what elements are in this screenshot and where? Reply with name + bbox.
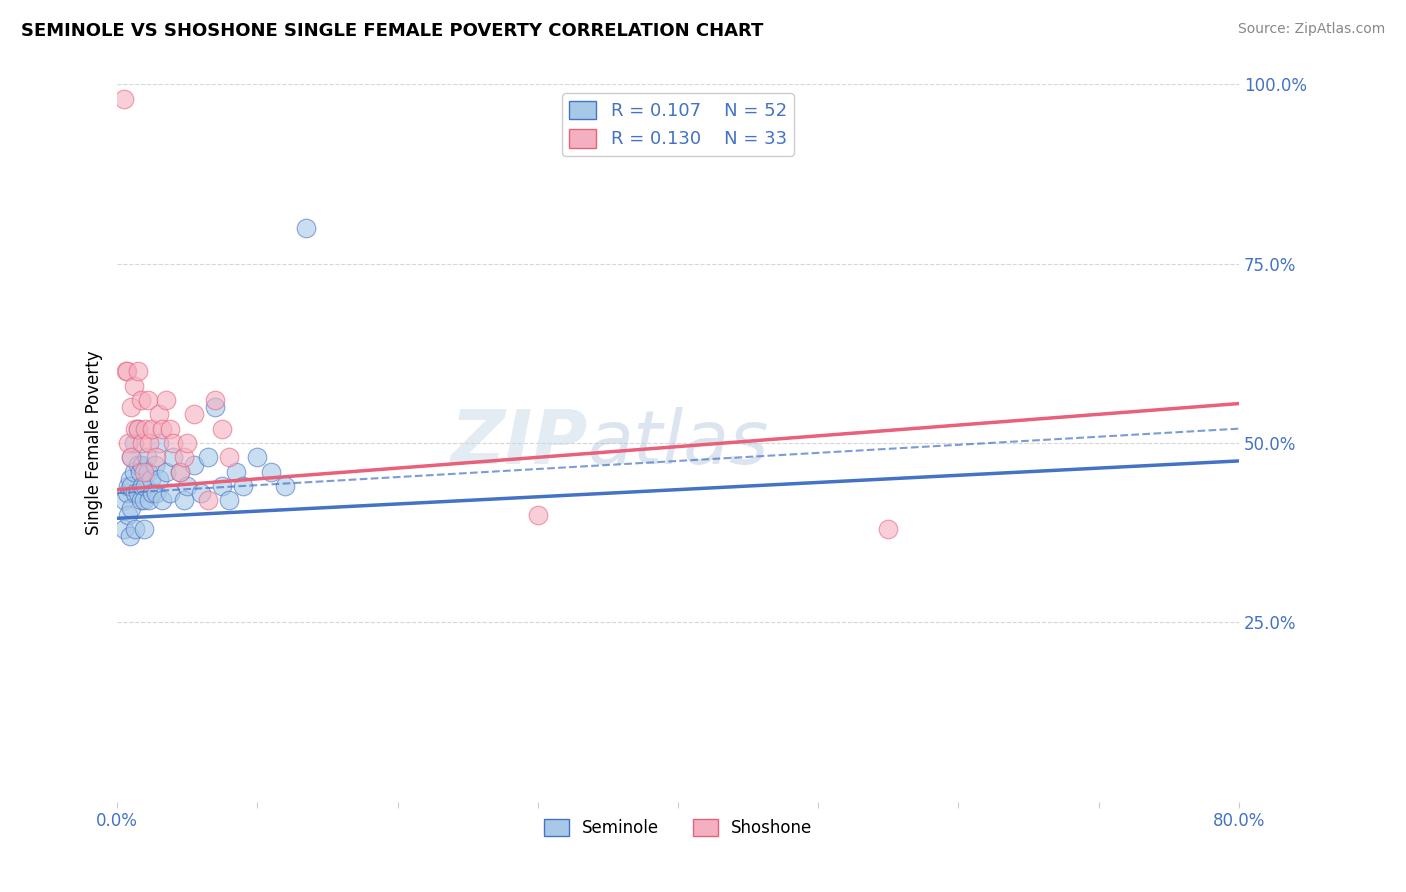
- Point: [134, 422, 156, 436]
- Point: [145, 450, 167, 465]
- Point: [173, 450, 195, 465]
- Point: [204, 400, 226, 414]
- Point: [260, 465, 283, 479]
- Point: [162, 436, 184, 450]
- Point: [150, 422, 173, 436]
- Point: [176, 479, 198, 493]
- Point: [143, 458, 166, 472]
- Point: [162, 450, 184, 465]
- Point: [127, 422, 149, 436]
- Text: Source: ZipAtlas.com: Source: ZipAtlas.com: [1237, 22, 1385, 37]
- Point: [117, 508, 139, 522]
- Point: [127, 458, 149, 472]
- Y-axis label: Single Female Poverty: Single Female Poverty: [86, 351, 103, 535]
- Point: [173, 493, 195, 508]
- Point: [211, 422, 233, 436]
- Text: atlas: atlas: [588, 407, 769, 479]
- Point: [246, 450, 269, 465]
- Point: [120, 500, 142, 515]
- Point: [127, 486, 149, 500]
- Legend: Seminole, Shoshone: Seminole, Shoshone: [537, 812, 818, 844]
- Point: [225, 465, 247, 479]
- Point: [169, 465, 191, 479]
- Point: [136, 392, 159, 407]
- Point: [211, 479, 233, 493]
- Text: ZIP: ZIP: [451, 407, 588, 480]
- Point: [526, 508, 548, 522]
- Point: [120, 450, 142, 465]
- Point: [176, 436, 198, 450]
- Point: [124, 522, 146, 536]
- Point: [145, 486, 167, 500]
- Point: [134, 479, 156, 493]
- Point: [120, 450, 142, 465]
- Point: [169, 465, 191, 479]
- Point: [112, 522, 135, 536]
- Point: [117, 436, 139, 450]
- Point: [274, 479, 297, 493]
- Point: [155, 465, 177, 479]
- Point: [132, 465, 155, 479]
- Point: [115, 486, 138, 500]
- Point: [183, 407, 205, 421]
- Point: [183, 458, 205, 472]
- Point: [136, 465, 159, 479]
- Point: [132, 522, 155, 536]
- Point: [114, 364, 136, 378]
- Point: [877, 522, 900, 536]
- Point: [129, 493, 152, 508]
- Point: [118, 472, 141, 486]
- Point: [131, 436, 153, 450]
- Text: SEMINOLE VS SHOSHONE SINGLE FEMALE POVERTY CORRELATION CHART: SEMINOLE VS SHOSHONE SINGLE FEMALE POVER…: [21, 22, 763, 40]
- Point: [128, 465, 150, 479]
- Point: [122, 436, 145, 450]
- Point: [122, 465, 145, 479]
- Point: [295, 220, 318, 235]
- Point: [124, 486, 146, 500]
- Point: [232, 479, 254, 493]
- Point: [138, 436, 160, 450]
- Point: [131, 479, 153, 493]
- Point: [141, 486, 163, 500]
- Point: [148, 436, 170, 450]
- Point: [112, 493, 135, 508]
- Point: [159, 486, 181, 500]
- Point: [129, 392, 152, 407]
- Point: [190, 486, 212, 500]
- Point: [141, 422, 163, 436]
- Point: [139, 472, 162, 486]
- Point: [155, 392, 177, 407]
- Point: [159, 422, 181, 436]
- Point: [132, 493, 155, 508]
- Point: [197, 450, 219, 465]
- Point: [148, 407, 170, 421]
- Point: [115, 364, 138, 378]
- Point: [122, 378, 145, 392]
- Point: [204, 392, 226, 407]
- Point: [118, 529, 141, 543]
- Point: [127, 422, 149, 436]
- Point: [112, 92, 135, 106]
- Point: [120, 479, 142, 493]
- Point: [138, 493, 160, 508]
- Point: [135, 450, 157, 465]
- Point: [120, 400, 142, 414]
- Point: [117, 479, 139, 493]
- Point: [131, 458, 153, 472]
- Point: [218, 493, 240, 508]
- Point: [218, 450, 240, 465]
- Point: [124, 422, 146, 436]
- Point: [150, 493, 173, 508]
- Point: [197, 493, 219, 508]
- Point: [127, 364, 149, 378]
- Point: [148, 472, 170, 486]
